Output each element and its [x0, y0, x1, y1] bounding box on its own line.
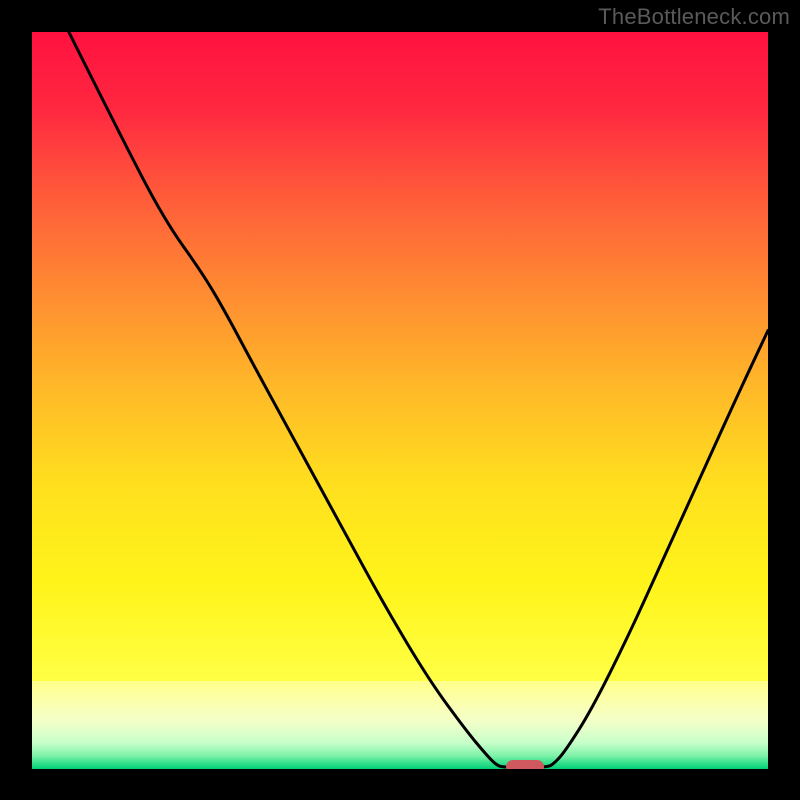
curve-path — [69, 32, 768, 768]
chart-plot-area — [32, 32, 768, 769]
bottleneck-curve — [32, 32, 768, 769]
watermark-text: TheBottleneck.com — [598, 4, 790, 30]
optimal-marker — [506, 760, 544, 769]
